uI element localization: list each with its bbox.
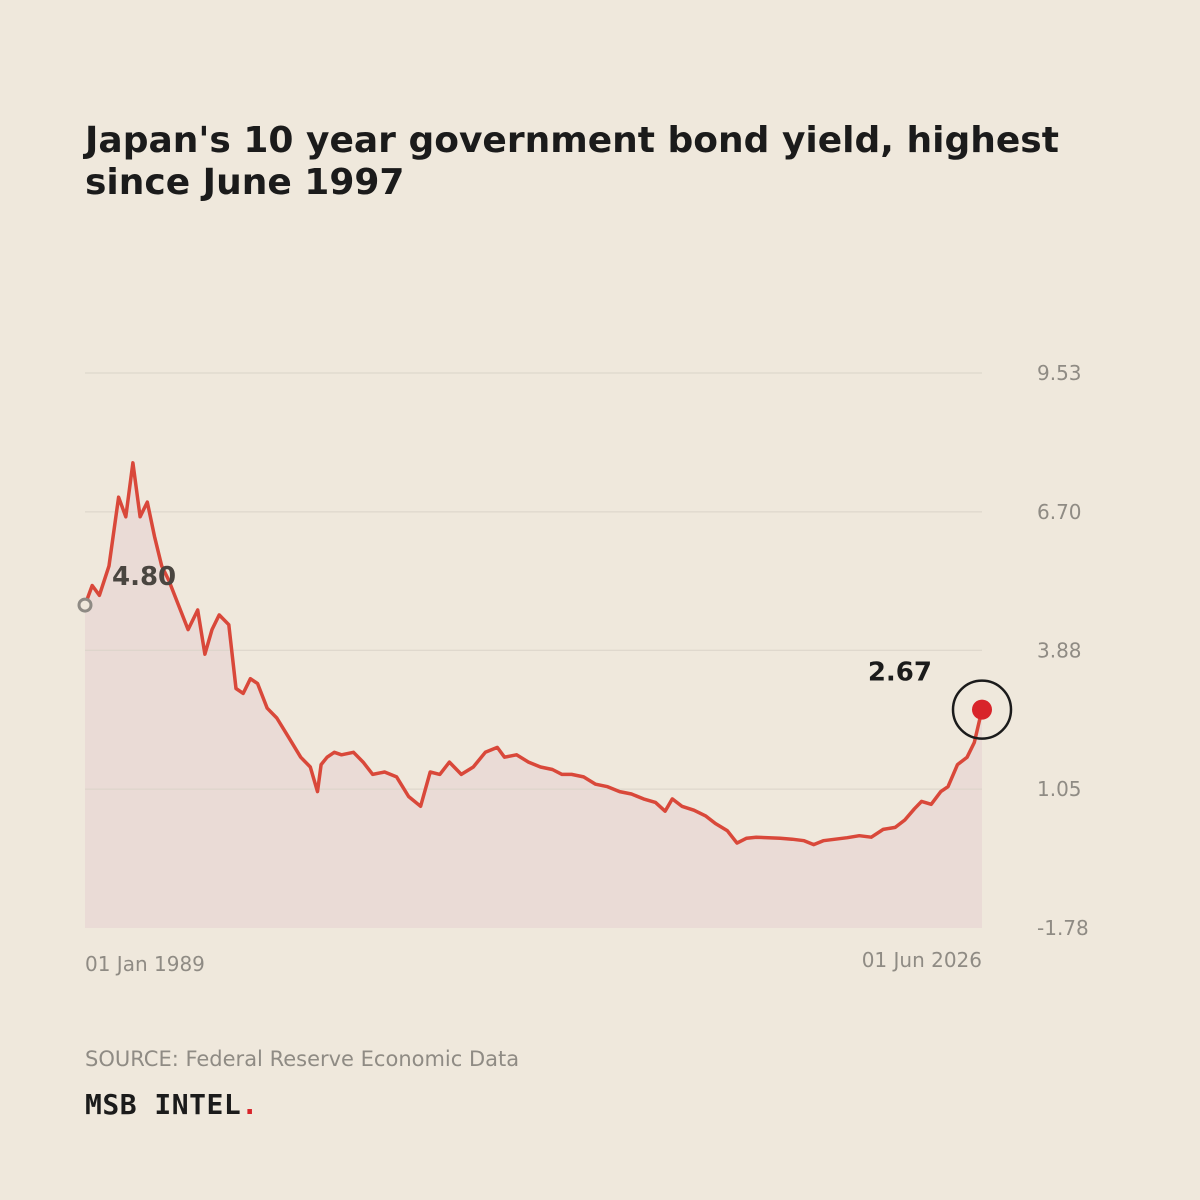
end-value-label: 2.67 — [868, 658, 932, 688]
brand-logo: MSB INTEL. — [85, 1088, 259, 1121]
y-tick-label: 1.05 — [1037, 777, 1082, 801]
brand-dot: . — [241, 1088, 259, 1121]
area-fill — [85, 462, 982, 928]
source-note: SOURCE: Federal Reserve Economic Data — [85, 1047, 520, 1071]
brand-name: MSB INTEL — [85, 1088, 242, 1121]
start-point-marker — [77, 597, 93, 613]
end-point-marker — [972, 699, 992, 720]
y-tick-label: 6.70 — [1037, 500, 1082, 524]
x-tick-label-end: 01 Jun 2026 — [862, 948, 982, 972]
x-tick-label-start: 01 Jan 1989 — [85, 952, 205, 976]
y-tick-label: -1.78 — [1037, 916, 1089, 940]
end-point-ring — [951, 679, 1013, 740]
start-value-label: 4.80 — [112, 562, 176, 592]
y-tick-label: 9.53 — [1037, 361, 1082, 385]
series-line — [83, 461, 984, 847]
y-tick-label: 3.88 — [1037, 638, 1082, 662]
chart-title: Japan's 10 year government bond yield, h… — [85, 120, 1059, 203]
